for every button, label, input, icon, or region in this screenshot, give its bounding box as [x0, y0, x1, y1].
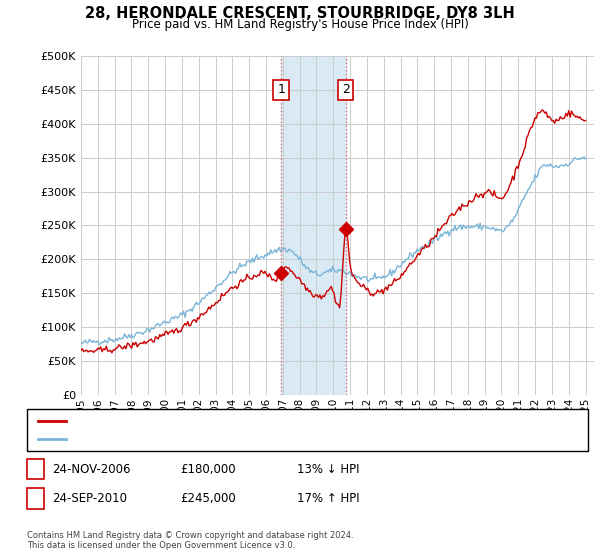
Text: 2: 2: [341, 83, 350, 96]
Text: HPI: Average price, detached house, Dudley: HPI: Average price, detached house, Dudl…: [70, 434, 300, 444]
Text: 28, HERONDALE CRESCENT, STOURBRIDGE, DY8 3LH: 28, HERONDALE CRESCENT, STOURBRIDGE, DY8…: [85, 6, 515, 21]
Text: 24-SEP-2010: 24-SEP-2010: [52, 492, 127, 505]
Text: £245,000: £245,000: [180, 492, 236, 505]
Text: 28, HERONDALE CRESCENT, STOURBRIDGE, DY8 3LH (detached house): 28, HERONDALE CRESCENT, STOURBRIDGE, DY8…: [70, 416, 441, 426]
Text: 2: 2: [32, 492, 39, 505]
Text: 1: 1: [32, 463, 39, 476]
Text: 17% ↑ HPI: 17% ↑ HPI: [297, 492, 359, 505]
Text: 13% ↓ HPI: 13% ↓ HPI: [297, 463, 359, 476]
Bar: [281, 56, 346, 395]
Text: 1: 1: [277, 83, 285, 96]
Text: Contains HM Land Registry data © Crown copyright and database right 2024.
This d: Contains HM Land Registry data © Crown c…: [27, 530, 353, 550]
Text: Price paid vs. HM Land Registry's House Price Index (HPI): Price paid vs. HM Land Registry's House …: [131, 18, 469, 31]
Text: £180,000: £180,000: [180, 463, 236, 476]
Text: 24-NOV-2006: 24-NOV-2006: [52, 463, 131, 476]
